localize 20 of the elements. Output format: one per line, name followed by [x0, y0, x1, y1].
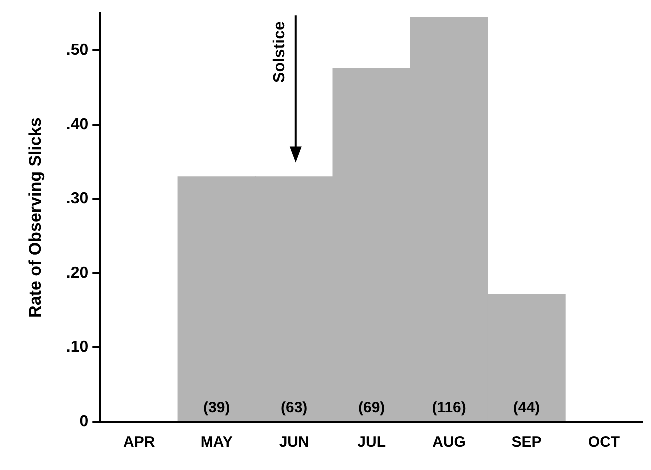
annotation: (63)	[281, 400, 308, 417]
annotation: (44)	[513, 400, 540, 417]
y-tick-label: .20	[66, 264, 89, 282]
annotation: (69)	[358, 400, 386, 417]
y-tick-label: .50	[66, 42, 89, 60]
annotation: Solstice	[271, 22, 288, 83]
x-tick-label: APR	[124, 434, 156, 452]
x-tick-label: MAY	[200, 434, 233, 452]
x-tick-label: AUG	[432, 434, 466, 452]
y-tick-label: .10	[66, 339, 89, 356]
y-tick-label: 0	[80, 413, 89, 430]
x-tick-label: SEP	[512, 434, 542, 452]
annotation: (39)	[204, 400, 230, 417]
y-tick-label: .30	[66, 190, 89, 208]
x-tick-label: OCT	[588, 434, 620, 452]
y-tick-label: .40	[66, 116, 89, 134]
annotation: (116)	[432, 400, 466, 417]
x-tick-label: JUN	[279, 434, 310, 452]
x-tick-label: JUL	[358, 434, 386, 452]
y-axis-title: Rate of Observing Slicks	[26, 118, 45, 318]
